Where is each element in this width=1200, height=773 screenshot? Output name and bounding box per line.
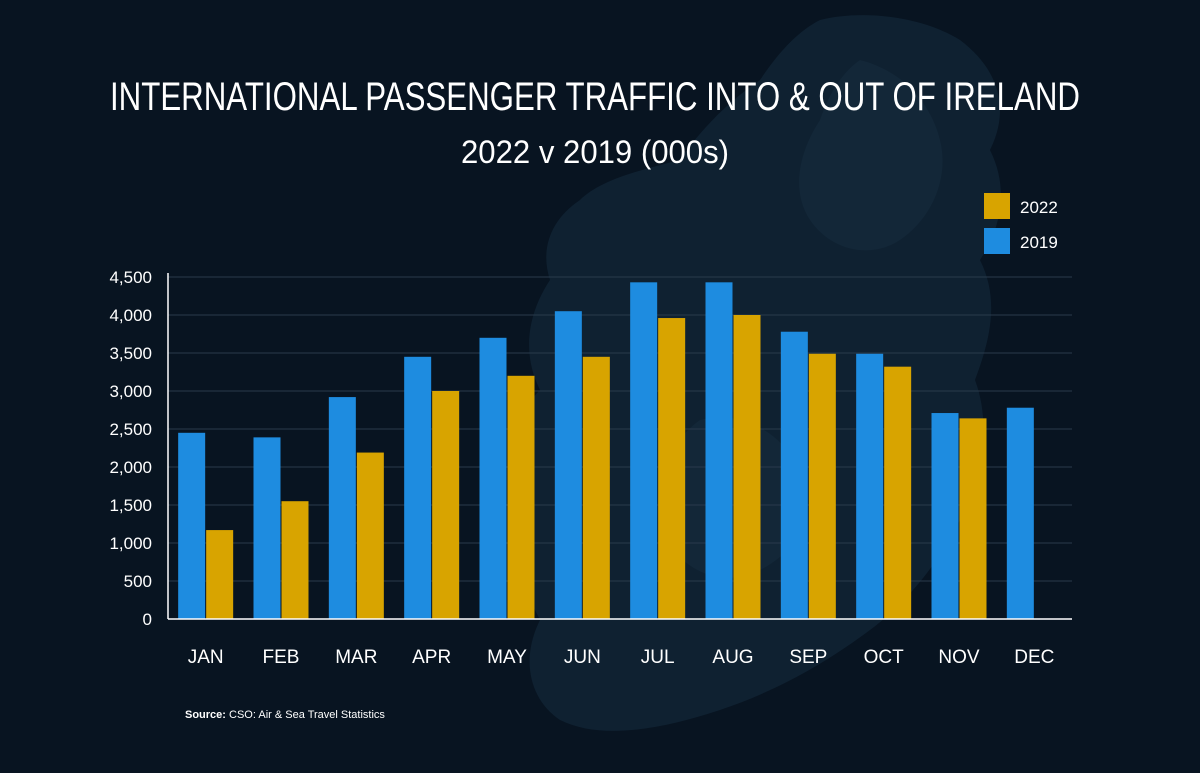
y-axis-ticks: 0 500 1,000 1,500 2,000 2,500 3,000 3,500 4,000 4… xyxy=(109,268,152,629)
bar-2022-apr xyxy=(432,391,460,619)
grid-lines xyxy=(168,276,1072,582)
bar-2022-nov xyxy=(959,418,987,619)
bar-2022-aug xyxy=(733,315,761,619)
bar-2022-sep xyxy=(808,353,836,619)
legend-label-2019: 2019 xyxy=(1020,233,1058,252)
bar-2019-apr xyxy=(404,356,432,619)
bar-2019-aug xyxy=(705,282,733,619)
bar-2022-oct xyxy=(884,366,912,619)
x-category-label: JAN xyxy=(188,647,224,668)
bar-2019-jun xyxy=(554,311,582,619)
bar-2019-jan xyxy=(178,432,206,619)
legend-swatch-2019 xyxy=(984,228,1010,254)
bar-2019-nov xyxy=(931,413,959,619)
y-tick-label: 0 xyxy=(143,610,152,629)
bar-2019-sep xyxy=(780,331,808,619)
bar-2019-jul xyxy=(630,282,658,619)
legend-swatch-2022 xyxy=(984,193,1010,219)
bars xyxy=(178,282,1034,619)
y-tick-label: 3,500 xyxy=(109,344,152,363)
bar-2022-jun xyxy=(582,356,610,619)
y-tick-label: 2,000 xyxy=(109,458,152,477)
bar-2019-feb xyxy=(253,437,281,619)
bar-2019-mar xyxy=(328,397,356,619)
x-category-label: OCT xyxy=(864,647,905,668)
bar-2019-may xyxy=(479,337,507,619)
x-category-label: APR xyxy=(412,647,451,668)
bar-2022-may xyxy=(507,375,535,619)
y-tick-label: 2,500 xyxy=(109,420,152,439)
bar-2022-jan xyxy=(206,530,234,619)
y-tick-label: 1,500 xyxy=(109,496,152,515)
x-category-label: MAR xyxy=(335,647,377,668)
chart-title: INTERNATIONAL PASSENGER TRAFFIC INTO & O… xyxy=(110,75,1080,119)
y-tick-label: 3,000 xyxy=(109,382,152,401)
y-tick-label: 4,500 xyxy=(109,268,152,287)
y-tick-label: 1,000 xyxy=(109,534,152,553)
source-label: Source: xyxy=(185,709,226,721)
source-text: CSO: Air & Sea Travel Statistics xyxy=(226,709,385,721)
x-category-label: JUN xyxy=(564,647,601,668)
y-tick-label: 4,000 xyxy=(109,306,152,325)
x-category-label: JUL xyxy=(641,647,675,668)
x-category-label: DEC xyxy=(1014,647,1054,668)
x-axis-categories: JAN FEB MAR APR MAY JUN JUL AUG SEP OCT NOV DEC xyxy=(188,647,1055,668)
bar-2019-oct xyxy=(856,353,884,619)
x-category-label: MAY xyxy=(487,647,527,668)
x-category-label: FEB xyxy=(263,647,300,668)
chart-subtitle: 2022 v 2019 (000s) xyxy=(461,134,729,170)
x-category-label: SEP xyxy=(789,647,827,668)
x-category-label: NOV xyxy=(938,647,980,668)
bar-2019-dec xyxy=(1006,407,1034,619)
bar-2022-mar xyxy=(356,452,384,619)
y-tick-label: 500 xyxy=(124,572,152,591)
source-note: Source: CSO: Air & Sea Travel Statistics xyxy=(185,709,385,721)
legend: 2022 2019 xyxy=(984,193,1058,254)
bar-2022-feb xyxy=(281,501,309,619)
legend-label-2022: 2022 xyxy=(1020,198,1058,217)
x-category-label: AUG xyxy=(712,647,753,668)
bar-2022-jul xyxy=(658,318,686,619)
